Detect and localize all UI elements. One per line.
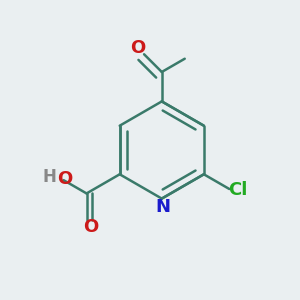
Text: Cl: Cl — [228, 181, 247, 199]
Text: H: H — [42, 168, 56, 186]
Text: O: O — [58, 170, 73, 188]
Text: O: O — [130, 39, 145, 57]
Text: N: N — [155, 198, 170, 216]
Text: O: O — [83, 218, 98, 236]
